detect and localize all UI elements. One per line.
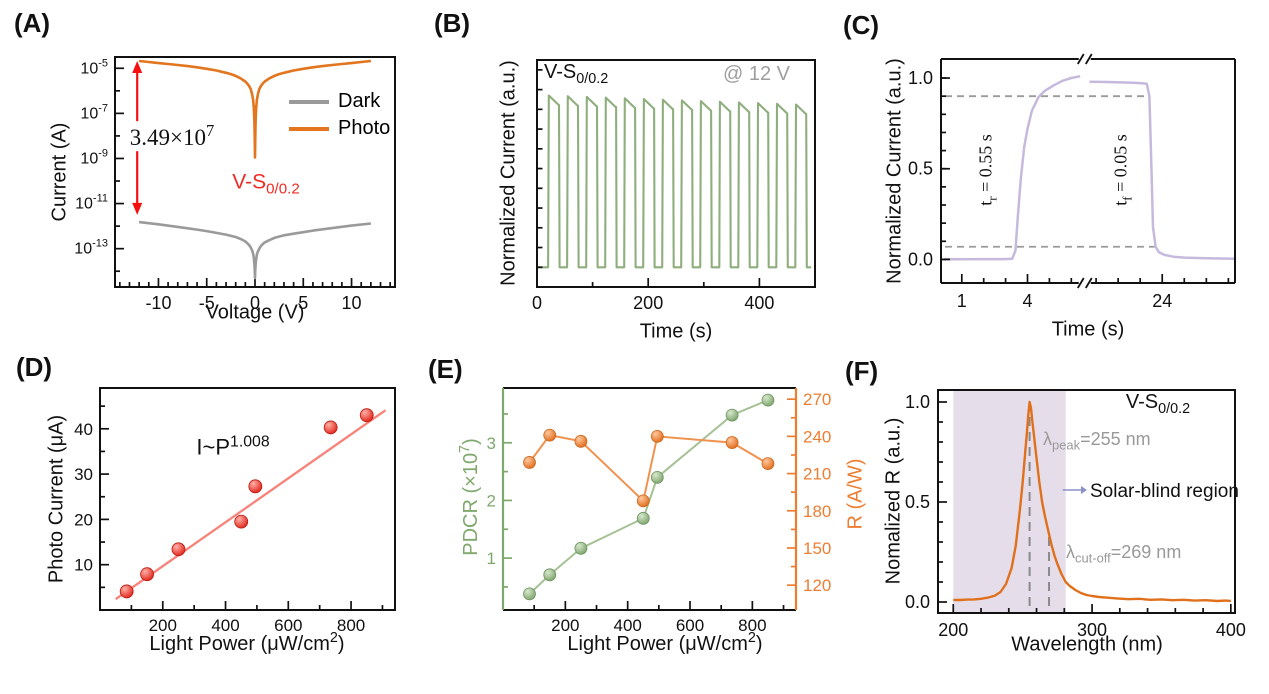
panel-a-letter: (A) xyxy=(14,8,51,38)
svg-text:30: 30 xyxy=(74,465,93,484)
svg-text:24: 24 xyxy=(1152,291,1172,311)
svg-text:10: 10 xyxy=(74,556,93,575)
legend-label-dark: Dark xyxy=(338,90,381,112)
svg-text:600: 600 xyxy=(676,616,704,635)
panel-c-y-title: Normalized Current (a.u.) xyxy=(883,58,906,284)
svg-text:10-13: 10-13 xyxy=(74,238,108,258)
panel-f-cutoff-label: λcut-off=269 nm xyxy=(1066,542,1182,566)
svg-text:10-11: 10-11 xyxy=(75,193,108,213)
svg-text:400: 400 xyxy=(744,293,774,313)
svg-text:1: 1 xyxy=(957,291,967,311)
svg-text:10-5: 10-5 xyxy=(80,57,108,77)
svg-text:240: 240 xyxy=(803,427,831,446)
panel-f-device-label: V-S0/0.2 xyxy=(1125,391,1191,417)
svg-text:1: 1 xyxy=(487,549,496,568)
panel-d-power-law-annotation: I~P1.008 xyxy=(196,433,270,460)
svg-text:5: 5 xyxy=(298,293,308,313)
svg-text:10-9: 10-9 xyxy=(80,147,108,167)
svg-text:0.0: 0.0 xyxy=(908,249,933,269)
svg-text:3: 3 xyxy=(487,434,496,453)
svg-text:0: 0 xyxy=(250,293,260,313)
svg-text:400: 400 xyxy=(1216,620,1246,640)
panel-a-y-title: Current (A) xyxy=(48,122,71,222)
svg-text:0.5: 0.5 xyxy=(905,492,930,512)
panel-a-device-label: V-S0/0.2 xyxy=(232,170,300,198)
panel-e-x-title: Light Power (μW/cm2) xyxy=(567,630,763,655)
panel-e-left-y-title: PDCR (×107) xyxy=(457,438,482,556)
svg-text:20: 20 xyxy=(74,510,93,529)
svg-text:200: 200 xyxy=(551,616,579,635)
legend-line-photo-icon xyxy=(289,126,329,131)
svg-text:150: 150 xyxy=(803,539,831,558)
svg-text:200: 200 xyxy=(149,616,177,635)
svg-text:800: 800 xyxy=(738,616,766,635)
svg-text:0.5: 0.5 xyxy=(908,159,933,179)
svg-text:0.0: 0.0 xyxy=(905,592,930,612)
panel-b-letter: (B) xyxy=(434,8,471,38)
svg-text:800: 800 xyxy=(337,616,365,635)
svg-text:-10: -10 xyxy=(145,293,171,313)
panel-d-letter: (D) xyxy=(16,352,53,382)
svg-text:-5: -5 xyxy=(199,293,215,313)
legend-label-photo: Photo xyxy=(338,117,391,139)
legend-row-photo: Photo xyxy=(289,115,390,142)
panel-a-x-title: Voltage (V) xyxy=(205,301,305,324)
panel-c-x-title: Time (s) xyxy=(1051,318,1125,341)
svg-text:180: 180 xyxy=(803,502,831,521)
svg-text:10-7: 10-7 xyxy=(80,102,108,122)
panel-d-y-title: Photo Current (μA) xyxy=(45,414,68,584)
panel-f-region-label: Solar-blind region xyxy=(1090,481,1239,502)
svg-text:270: 270 xyxy=(803,390,831,409)
panel-b-device-label: V-S0/0.2 xyxy=(544,61,609,87)
panel-b-bias-label: @ 12 V xyxy=(723,63,791,85)
panel-c-fall-time-label: tf = 0.05 s xyxy=(1110,134,1135,206)
panel-b-y-title: Normalized Current (a.u.) xyxy=(497,60,520,286)
panel-e-right-y-title: R (A/W) xyxy=(844,458,867,530)
panel-c-rise-time-label: tr = 0.55 s xyxy=(975,134,1000,206)
svg-text:120: 120 xyxy=(803,576,831,595)
panel-f-peak-label: λpeak=255 nm xyxy=(1043,429,1151,453)
panel-f-y-title: Nomalized R (a.u.) xyxy=(882,417,905,585)
panel-d-x-title: Light Power (μW/cm2) xyxy=(149,630,345,655)
panel-c-letter: (C) xyxy=(843,10,880,40)
panel-b-x-title: Time (s) xyxy=(639,320,713,343)
svg-text:200: 200 xyxy=(633,293,663,313)
svg-text:40: 40 xyxy=(74,420,93,439)
panel-f-x-title: Wavelength (nm) xyxy=(1011,633,1163,656)
svg-text:10: 10 xyxy=(342,293,362,313)
svg-text:0: 0 xyxy=(532,293,542,313)
legend-line-dark-icon xyxy=(289,99,329,104)
svg-text:400: 400 xyxy=(211,616,239,635)
svg-text:1.0: 1.0 xyxy=(908,68,933,88)
svg-text:2: 2 xyxy=(487,491,496,510)
svg-text:4: 4 xyxy=(1022,291,1032,311)
svg-text:400: 400 xyxy=(613,616,641,635)
svg-text:600: 600 xyxy=(274,616,302,635)
panel-f-letter: (F) xyxy=(845,356,879,386)
panel-a-ratio-annotation: 3.49×107 xyxy=(126,121,218,151)
svg-text:200: 200 xyxy=(938,620,968,640)
panel-a-legend: Dark Photo xyxy=(289,88,390,142)
svg-text:210: 210 xyxy=(803,465,831,484)
svg-text:300: 300 xyxy=(1077,620,1107,640)
panel-e-letter: (E) xyxy=(428,354,463,384)
legend-row-dark: Dark xyxy=(289,88,390,115)
svg-text:1.0: 1.0 xyxy=(905,392,930,412)
